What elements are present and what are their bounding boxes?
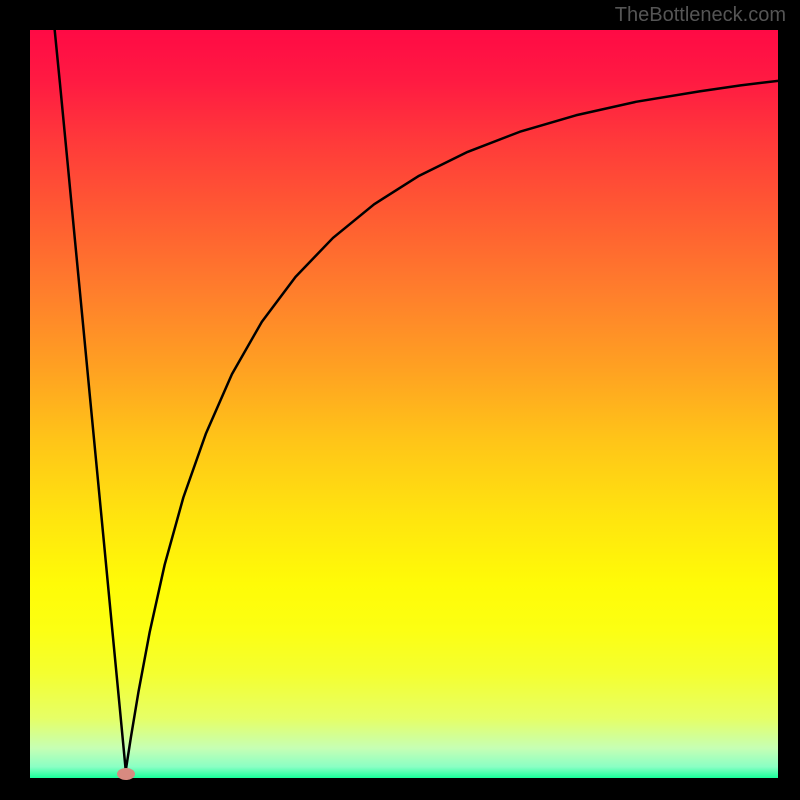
minimum-marker <box>117 768 135 780</box>
curve-right-branch <box>126 81 778 771</box>
watermark-text: TheBottleneck.com <box>615 4 786 27</box>
plot-area <box>30 30 778 778</box>
curve-left-branch <box>55 30 126 771</box>
chart-container: TheBottleneck.com <box>0 0 800 800</box>
curve-layer <box>30 30 778 778</box>
